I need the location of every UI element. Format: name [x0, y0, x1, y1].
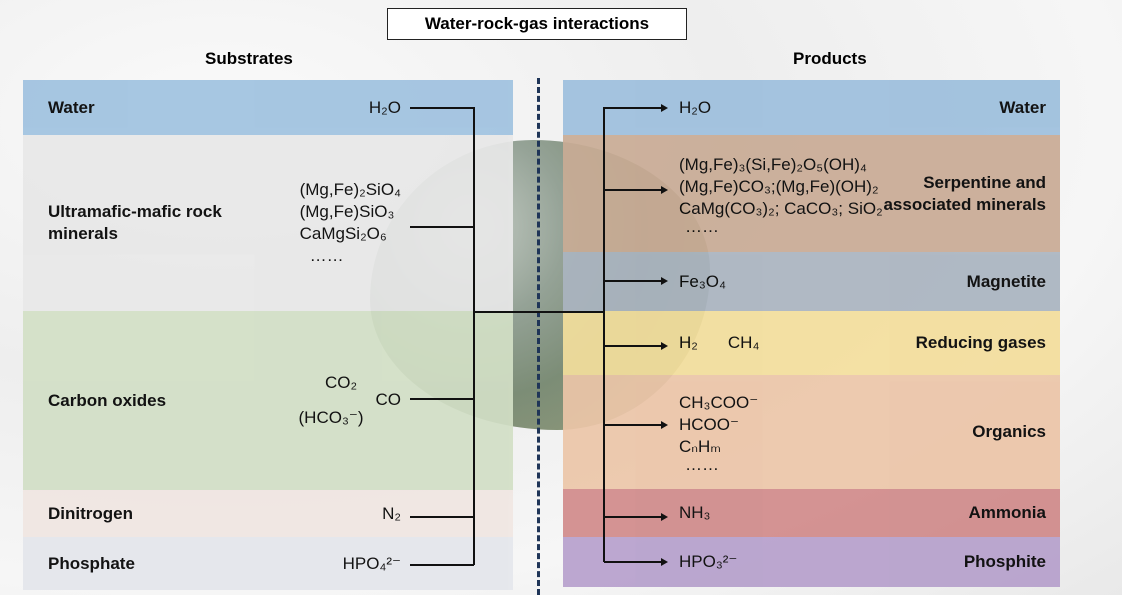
formula: (Mg,Fe)SiO₃	[299, 202, 395, 221]
arrow-head-icon	[661, 276, 668, 285]
connector-line	[604, 516, 662, 518]
arrow-head-icon	[661, 103, 668, 112]
connector-line	[604, 189, 662, 191]
connector-line	[473, 107, 475, 565]
connector-line	[474, 311, 605, 313]
formula-group: Fe₃O₄	[679, 271, 726, 293]
formula: HPO₃²⁻	[679, 552, 738, 571]
formula: H₂	[679, 333, 698, 352]
formula-group: CH₃COO⁻ HCOO⁻ CₙHₘ……	[679, 392, 759, 474]
arrow-head-icon	[661, 557, 668, 566]
substrate-row: Dinitrogen N₂	[23, 490, 513, 537]
arrow-head-icon	[661, 420, 668, 429]
product-row: Organics CH₃COO⁻ HCOO⁻ CₙHₘ……	[563, 375, 1060, 489]
connector-line	[603, 107, 605, 562]
formula-group: NH₃	[679, 502, 710, 524]
formula: Fe₃O₄	[679, 271, 726, 291]
substrate-label: Water	[48, 97, 95, 117]
connector-line	[604, 280, 662, 282]
product-row: Ammonia NH₃	[563, 489, 1060, 537]
formula-group: H₂ CH₄	[679, 332, 759, 354]
connector-line	[410, 564, 474, 566]
connector-line	[410, 398, 474, 400]
formula: (Mg,Fe)₃(Si,Fe)₂O₅(OH)₄	[679, 154, 867, 174]
formula: CO	[375, 390, 402, 409]
connector-line	[604, 561, 662, 563]
divider-line	[537, 78, 540, 595]
formula: CaMg(CO₃)₂; CaCO₃; SiO₂	[679, 198, 883, 218]
substrate-label: Phosphate	[48, 553, 135, 573]
formula-group: HPO₃²⁻	[679, 551, 737, 573]
formula-group: (Mg,Fe)₂SiO₄ (Mg,Fe)SiO₃ CaMgSi₂O₆ ……	[300, 179, 401, 267]
product-label: Ammonia	[968, 503, 1046, 522]
formula-group: N₂	[382, 503, 401, 525]
formula: ……	[685, 455, 719, 474]
substrate-label: Dinitrogen	[48, 503, 133, 523]
product-row: Reducing gases H₂ CH₄	[563, 311, 1060, 375]
connector-line	[604, 345, 662, 347]
formula: (HCO₃⁻)	[298, 408, 364, 427]
connector-line	[604, 107, 662, 109]
formula: HCOO⁻	[679, 415, 739, 434]
products-heading: Products	[793, 49, 867, 68]
formula-group: H₂O	[369, 97, 401, 119]
connector-line	[410, 516, 474, 518]
formula: HPO₄²⁻	[342, 553, 401, 573]
product-label: Phosphite	[963, 552, 1046, 571]
product-label: Reducing gases	[915, 333, 1046, 352]
substrate-row: Phosphate HPO₄²⁻	[23, 537, 513, 590]
product-label: Magnetite	[966, 271, 1046, 291]
formula: CH₃COO⁻	[679, 393, 759, 412]
product-row: Magnetite Fe₃O₄	[563, 252, 1060, 311]
substrates-heading: Substrates	[205, 49, 293, 68]
formula: NH₃	[679, 503, 711, 522]
formula: CaMgSi₂O₆	[299, 224, 387, 243]
connector-line	[604, 424, 662, 426]
formula: (Mg,Fe)₂SiO₄	[299, 180, 401, 199]
formula: N₂	[382, 503, 401, 523]
formula: CH₄	[727, 333, 760, 352]
product-label: Water	[999, 97, 1046, 117]
arrow-head-icon	[661, 185, 668, 194]
formula: ……	[309, 246, 344, 265]
arrow-head-icon	[661, 512, 668, 521]
formula: CₙHₘ	[679, 437, 721, 456]
product-label: Organics	[972, 422, 1046, 441]
formula: H₂O	[368, 97, 401, 117]
connector-line	[410, 226, 474, 228]
connector-line	[410, 107, 474, 109]
product-label: Serpentine and associated minerals	[883, 172, 1046, 214]
formula: H₂O	[679, 97, 712, 117]
diagram-title: Water-rock-gas interactions	[387, 8, 687, 40]
formula-group: (Mg,Fe)₃(Si,Fe)₂O₅(OH)₄ (Mg,Fe)CO₃;(Mg,Fe…	[679, 154, 883, 236]
formula-group: H₂O	[679, 97, 711, 119]
product-row: Serpentine and associated minerals (Mg,Fe…	[563, 135, 1060, 252]
formula-group: HPO₄²⁻	[343, 553, 401, 575]
formula: (Mg,Fe)CO₃;(Mg,Fe)(OH)₂	[679, 176, 879, 196]
substrate-row: Ultramafic-mafic rock minerals (Mg,Fe)₂Si…	[23, 135, 513, 311]
substrate-label: Carbon oxides	[48, 390, 167, 410]
formula: CO₂	[324, 373, 358, 392]
arrow-head-icon	[661, 341, 668, 350]
substrate-row: Carbon oxides CO₂ (HCO₃⁻) CO	[23, 311, 513, 490]
substrate-label: Ultramafic-mafic rock minerals	[48, 202, 222, 243]
formula: ……	[685, 216, 719, 236]
